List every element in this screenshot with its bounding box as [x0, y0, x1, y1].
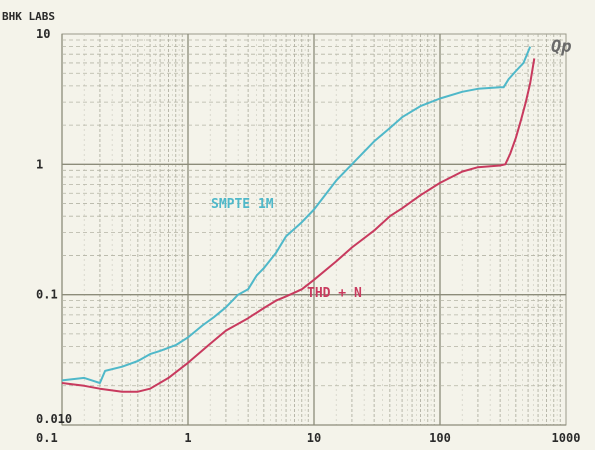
x-tick-label: 0.1 [36, 431, 58, 445]
series-line-thd [61, 58, 536, 393]
grid-layer [61, 33, 567, 426]
x-tick-label: 10 [307, 431, 321, 445]
x-tick-label: 1 [184, 431, 191, 445]
corner-annotation: Qp [551, 37, 571, 57]
chart-title: BHK LABS [2, 10, 55, 23]
y-tick-label: 0.010 [36, 412, 72, 426]
y-tick-label: 0.1 [36, 288, 58, 302]
series-label-thd: THD + N [307, 286, 362, 301]
series-label-smpte: SMPTE 1M [211, 197, 274, 212]
y-tick-label: 10 [36, 27, 50, 41]
series-layer [61, 46, 536, 393]
x-tick-label: 1000 [552, 431, 581, 445]
series-line-smpte [61, 46, 532, 384]
y-tick-label: 1 [36, 157, 43, 171]
text-layer: BHK LABS Qp 0.1 1 10 100 1000 0.010 0.1 1 10 SMPT… [2, 10, 580, 445]
x-tick-label: 100 [429, 431, 451, 445]
